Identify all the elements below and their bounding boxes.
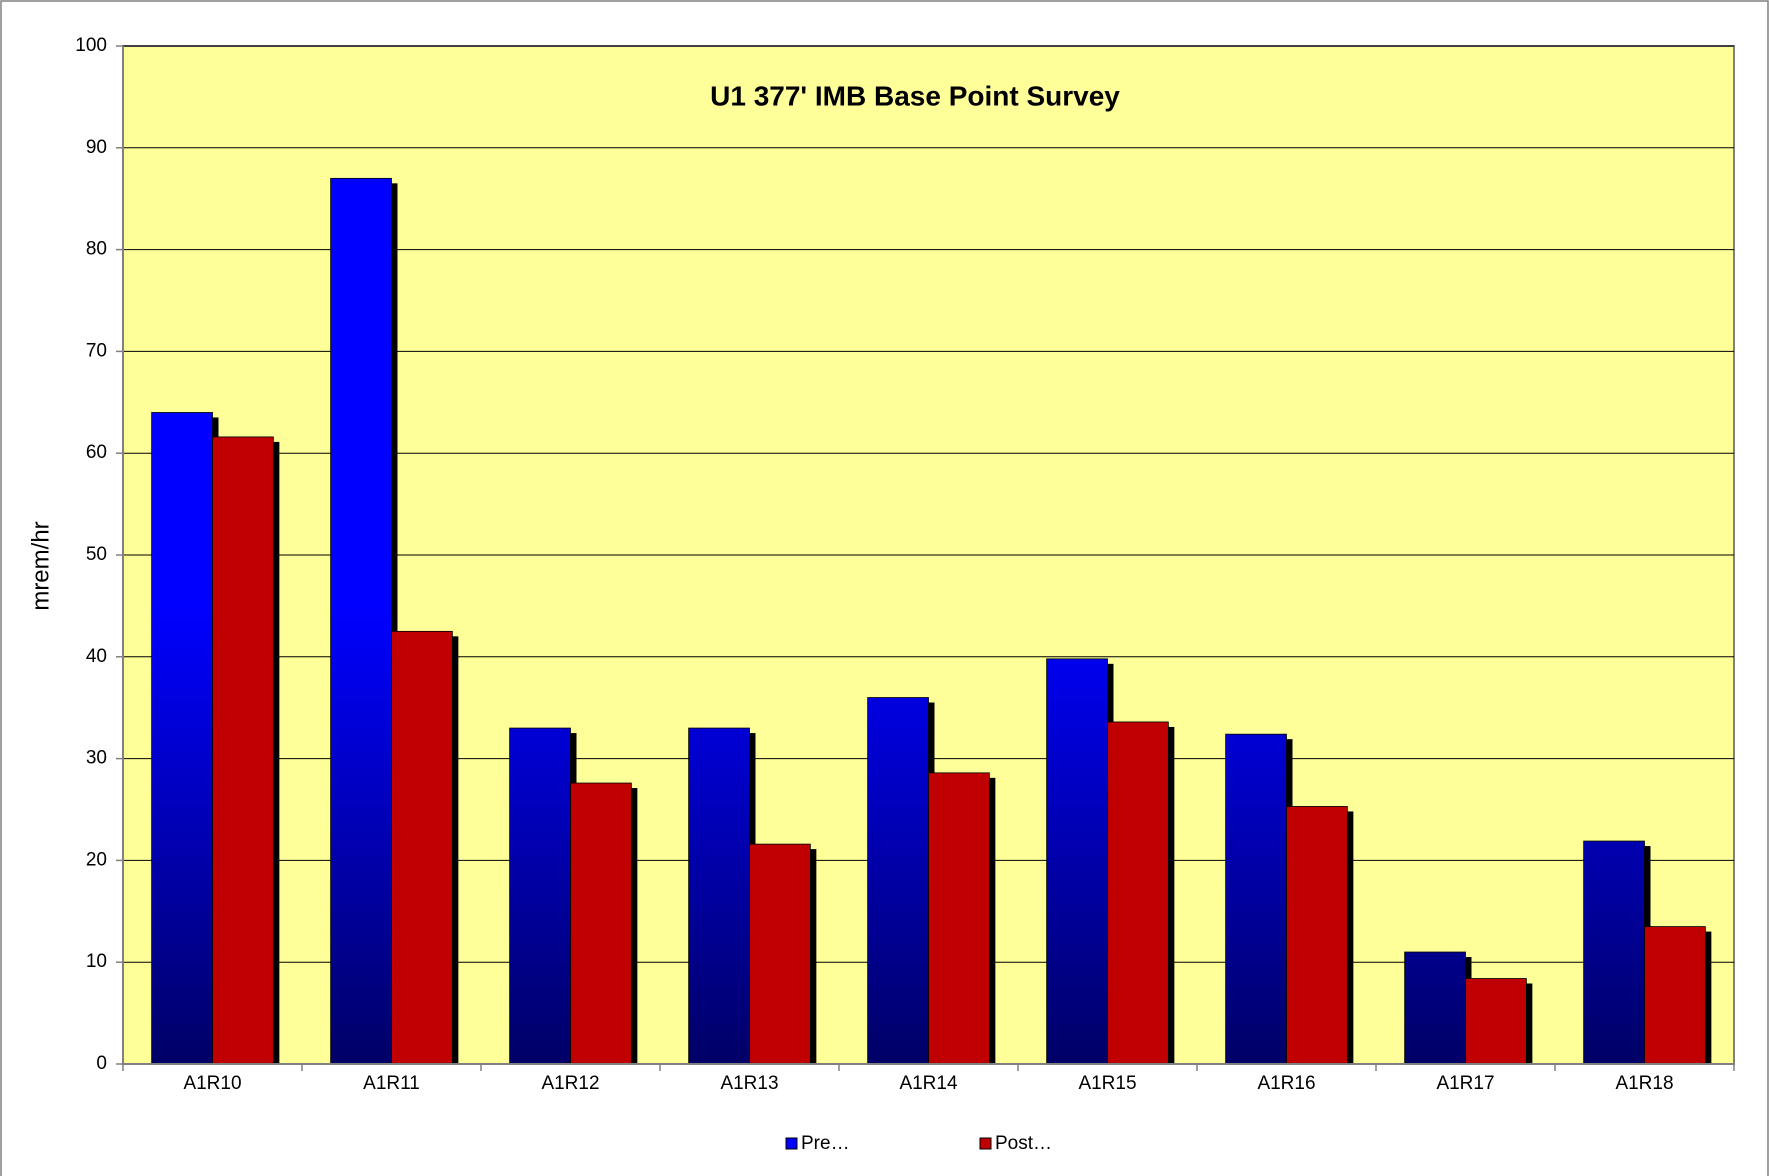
bar xyxy=(1644,926,1706,1065)
y-tick-label: 70 xyxy=(86,340,107,361)
bar xyxy=(151,412,213,1065)
y-tick-label: 10 xyxy=(86,951,107,972)
bar xyxy=(749,843,811,1065)
y-tick-label: 20 xyxy=(86,849,107,870)
x-tick-label: A1R11 xyxy=(363,1073,420,1094)
legend-swatch xyxy=(979,1137,992,1150)
y-tick-label: 90 xyxy=(86,137,107,158)
legend-swatch xyxy=(785,1137,798,1150)
y-tick-label: 50 xyxy=(86,544,107,565)
legend-label: Post… xyxy=(995,1133,1052,1154)
bar xyxy=(1225,733,1287,1065)
y-tick-label: 30 xyxy=(86,748,107,769)
bar xyxy=(330,177,392,1065)
x-tick-label: A1R15 xyxy=(1078,1073,1136,1094)
x-tick-label: A1R10 xyxy=(183,1073,241,1094)
bar xyxy=(1107,721,1169,1065)
x-tick-label: A1R17 xyxy=(1436,1073,1494,1094)
x-tick-label: A1R13 xyxy=(720,1073,778,1094)
bar xyxy=(1046,658,1108,1065)
bar xyxy=(928,772,990,1065)
bar xyxy=(1404,951,1466,1065)
bars xyxy=(151,177,1712,1065)
y-axis-label: mrem/hr xyxy=(27,521,54,610)
bar xyxy=(391,630,453,1065)
bar xyxy=(1286,806,1348,1065)
bar xyxy=(1465,978,1527,1065)
bar xyxy=(1583,840,1645,1065)
x-tick-label: A1R12 xyxy=(541,1073,599,1094)
y-tick-label: 80 xyxy=(86,239,107,260)
bar xyxy=(509,727,571,1065)
x-tick-label: A1R18 xyxy=(1615,1073,1673,1094)
bar xyxy=(570,782,632,1065)
bar xyxy=(688,727,750,1065)
y-tick-label: 100 xyxy=(75,35,107,56)
y-tick-label: 60 xyxy=(86,442,107,463)
y-tick-label: 0 xyxy=(96,1053,107,1074)
chart-title: U1 377' IMB Base Point Survey xyxy=(710,80,1120,111)
y-tick-label: 40 xyxy=(86,646,107,667)
bar xyxy=(867,697,929,1065)
legend-label: Pre… xyxy=(801,1133,850,1154)
x-tick-label: A1R16 xyxy=(1257,1073,1315,1094)
x-tick-label: A1R14 xyxy=(899,1073,958,1094)
bar xyxy=(212,436,274,1065)
